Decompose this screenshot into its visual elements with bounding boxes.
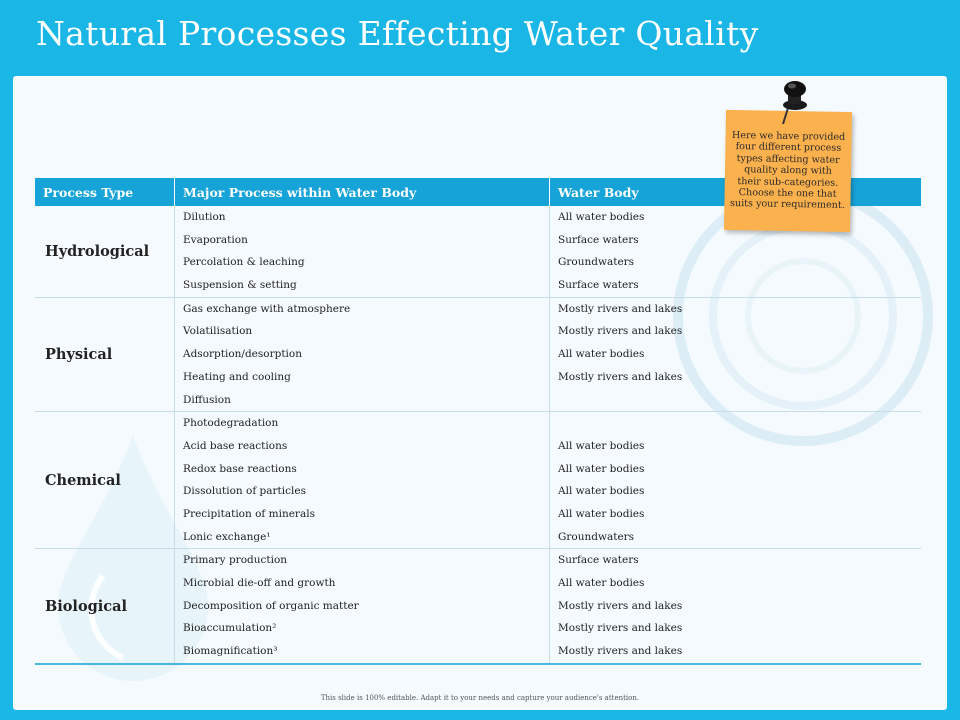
process-type-label: Physical xyxy=(35,297,175,413)
process-item: Photodegradation xyxy=(183,417,279,430)
process-item: Precipitation of minerals xyxy=(183,507,315,520)
process-item: Acid base reactions xyxy=(183,439,288,452)
water-body-item: Mostly rivers and lakes xyxy=(558,599,683,612)
water-body-list: All water bodies All water bodies All wa… xyxy=(549,411,921,550)
process-type-label: Chemical xyxy=(35,411,175,550)
process-item: Gas exchange with atmosphere xyxy=(183,302,351,315)
header-major-process: Major Process within Water Body xyxy=(174,178,550,206)
process-list: Gas exchange with atmosphere Volatilisat… xyxy=(174,297,550,413)
water-body-item: All water bodies xyxy=(558,507,645,520)
water-body-item: Mostly rivers and lakes xyxy=(558,370,683,383)
process-type-label: Hydrological xyxy=(35,206,175,298)
process-item: Percolation & leaching xyxy=(183,256,305,269)
process-table: Process Type Major Process within Water … xyxy=(35,178,921,665)
process-item: Dissolution of particles xyxy=(183,485,306,498)
process-item: Dilution xyxy=(183,211,226,223)
table-row-chemical: Chemical Photodegradation Acid base reac… xyxy=(35,411,921,550)
process-item: Primary production xyxy=(183,554,288,567)
water-body-item: Surface waters xyxy=(558,279,639,292)
water-body-item xyxy=(558,412,921,435)
process-item: Biomagnification³ xyxy=(183,645,278,658)
sticky-note: Here we have provided four different pro… xyxy=(723,109,853,233)
sticky-note-text: Here we have provided four different pro… xyxy=(724,130,851,212)
water-body-item xyxy=(558,389,921,412)
water-body-item: Mostly rivers and lakes xyxy=(558,325,683,338)
header-process-type: Process Type xyxy=(35,178,175,206)
water-body-item: All water bodies xyxy=(558,211,645,223)
note-line: suits your requirement. xyxy=(729,198,845,212)
water-body-item: Groundwaters xyxy=(558,256,635,269)
slide-footer: This slide is 100% editable. Adapt it to… xyxy=(320,694,640,702)
process-item: Suspension & setting xyxy=(183,279,297,292)
process-item: Volatilisation xyxy=(183,325,253,338)
water-body-item: All water bodies xyxy=(558,439,645,452)
water-body-list: Mostly rivers and lakes Mostly rivers an… xyxy=(549,297,921,413)
process-list: Dilution Evaporation Percolation & leach… xyxy=(174,206,550,298)
process-item: Lonic exchange¹ xyxy=(183,530,271,543)
water-body-item: All water bodies xyxy=(558,577,645,589)
process-item: Redox base reactions xyxy=(183,462,297,475)
water-body-item: All water bodies xyxy=(558,462,645,475)
water-body-item: All water bodies xyxy=(558,485,645,498)
table-row-physical: Physical Gas exchange with atmosphere Vo… xyxy=(35,297,921,413)
table-row-biological: Biological Primary production Microbial … xyxy=(35,548,921,665)
process-item: Adsorption/desorption xyxy=(183,348,303,361)
water-body-item: Mostly rivers and lakes xyxy=(558,645,683,658)
process-list: Primary production Microbial die-off and… xyxy=(174,548,550,665)
water-body-item: All water bodies xyxy=(558,348,645,361)
pushpin-icon xyxy=(782,81,807,125)
process-list: Photodegradation Acid base reactions Red… xyxy=(174,411,550,550)
slide-title: Natural Processes Effecting Water Qualit… xyxy=(36,14,759,53)
process-item: Heating and cooling xyxy=(183,370,291,383)
water-body-item: Mostly rivers and lakes xyxy=(558,302,683,315)
process-item: Microbial die-off and growth xyxy=(183,577,336,589)
process-type-label: Biological xyxy=(35,548,175,665)
process-item: Bioaccumulation² xyxy=(183,622,277,635)
process-item: Diffusion xyxy=(183,393,231,406)
water-body-item: Surface waters xyxy=(558,554,639,567)
water-body-item: Mostly rivers and lakes xyxy=(558,622,683,635)
water-body-item: Groundwaters xyxy=(558,530,635,543)
process-item: Evaporation xyxy=(183,233,248,246)
water-body-list: Surface waters All water bodies Mostly r… xyxy=(549,548,921,665)
process-item: Decomposition of organic matter xyxy=(183,599,359,612)
water-body-item: Surface waters xyxy=(558,233,639,246)
